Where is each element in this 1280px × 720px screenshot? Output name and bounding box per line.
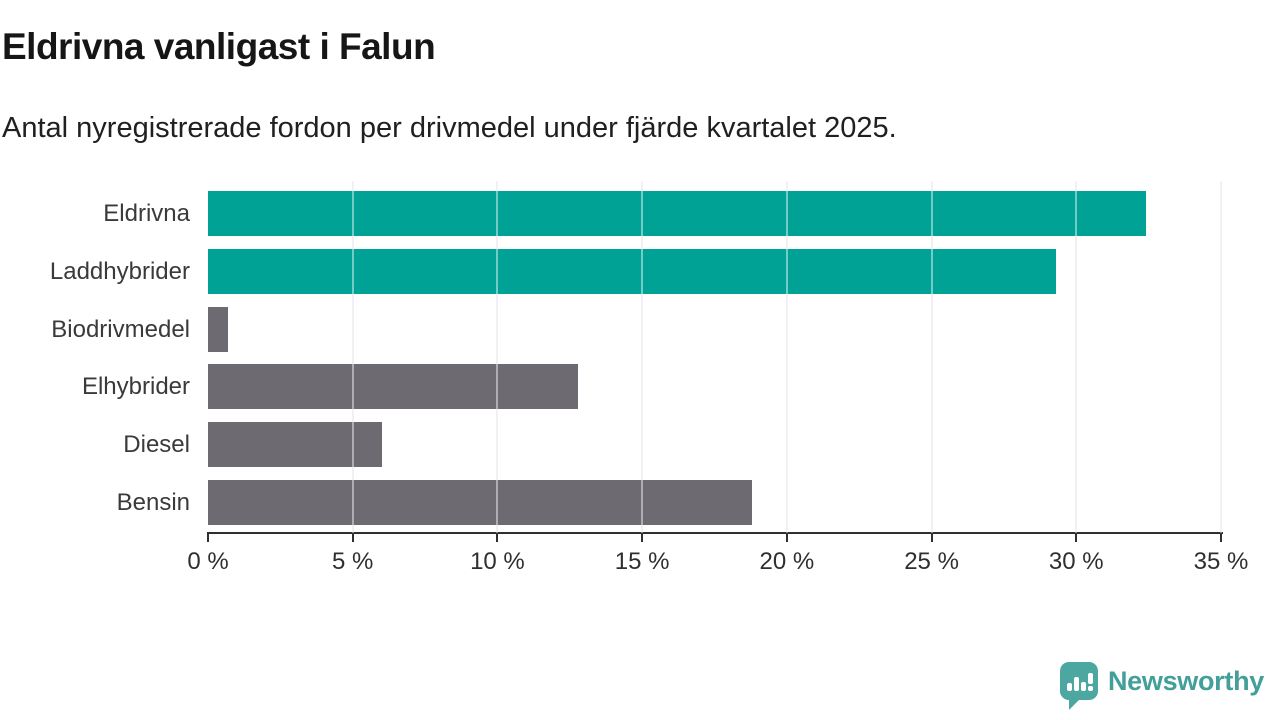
gridline-overlay xyxy=(1075,181,1078,533)
gridline xyxy=(785,181,788,533)
logo-bar-1 xyxy=(1066,683,1072,691)
axis-tick xyxy=(207,532,209,542)
category-label: Biodrivmedel xyxy=(51,316,190,343)
category-labels: Eldrivna Laddhybrider Biodrivmedel Elhybrid… xyxy=(0,181,190,533)
logo-wordmark: Newsworthy xyxy=(1107,665,1264,696)
plot-area xyxy=(208,181,1222,533)
bar-biodrivmedel xyxy=(208,307,229,352)
gridline xyxy=(1220,181,1222,533)
gridline-overlay xyxy=(641,181,644,533)
logo-exclamation-dot xyxy=(1087,686,1093,691)
bar-laddhybrider xyxy=(208,249,1057,294)
category-label: Laddhybrider xyxy=(49,258,190,285)
axis-tick xyxy=(1220,532,1222,542)
bar-bensin xyxy=(208,480,753,525)
logo-bar-3 xyxy=(1080,682,1086,691)
x-axis-line xyxy=(207,532,1223,534)
gridline-overlay xyxy=(351,181,354,533)
axis-tick xyxy=(351,532,354,542)
gridline-overlay xyxy=(1220,181,1222,533)
category-label: Eldrivna xyxy=(103,200,190,227)
bar-eldrivna xyxy=(208,191,1146,236)
axis-tick xyxy=(641,532,644,542)
gridline xyxy=(1075,181,1078,533)
gridline-overlay xyxy=(496,181,499,533)
gridline xyxy=(496,181,499,533)
axis-tick-label: 30 % xyxy=(1048,548,1104,575)
bar-diesel xyxy=(208,422,382,467)
category-label: Bensin xyxy=(116,489,190,516)
newsworthy-speech-bubble-chart-icon xyxy=(1059,662,1098,710)
logo-bar-2 xyxy=(1073,677,1079,691)
axis-tick-label: 5 % xyxy=(332,548,374,575)
axis-tick-label: 15 % xyxy=(614,548,670,575)
logo-exclamation-bar xyxy=(1087,673,1093,684)
gridline-overlay xyxy=(785,181,788,533)
axis-tick-label: 10 % xyxy=(470,548,525,575)
axis-tick xyxy=(930,532,933,542)
axis-tick-label: 20 % xyxy=(759,548,815,575)
axis-tick-label: 0 % xyxy=(187,548,229,575)
gridline xyxy=(930,181,933,533)
logo-bubble-tail xyxy=(1068,699,1080,710)
category-label: Diesel xyxy=(123,431,190,458)
newsworthy-logo[interactable]: Newsworthy xyxy=(1059,662,1264,710)
axis-tick xyxy=(785,532,788,542)
axis-tick xyxy=(1075,532,1078,542)
chart-title: Eldrivna vanligast i Falun xyxy=(2,26,436,67)
axis-tick-label: 35 % xyxy=(1193,548,1249,575)
bar-elhybrider xyxy=(208,364,579,409)
category-label: Elhybrider xyxy=(81,373,190,400)
gridline xyxy=(351,181,354,533)
axis-tick xyxy=(496,532,499,542)
gridline-overlay xyxy=(930,181,933,533)
axis-tick-label: 25 % xyxy=(904,548,959,575)
gridline xyxy=(641,181,644,533)
chart-subtitle: Antal nyregistrerade fordon per drivmede… xyxy=(2,112,897,144)
